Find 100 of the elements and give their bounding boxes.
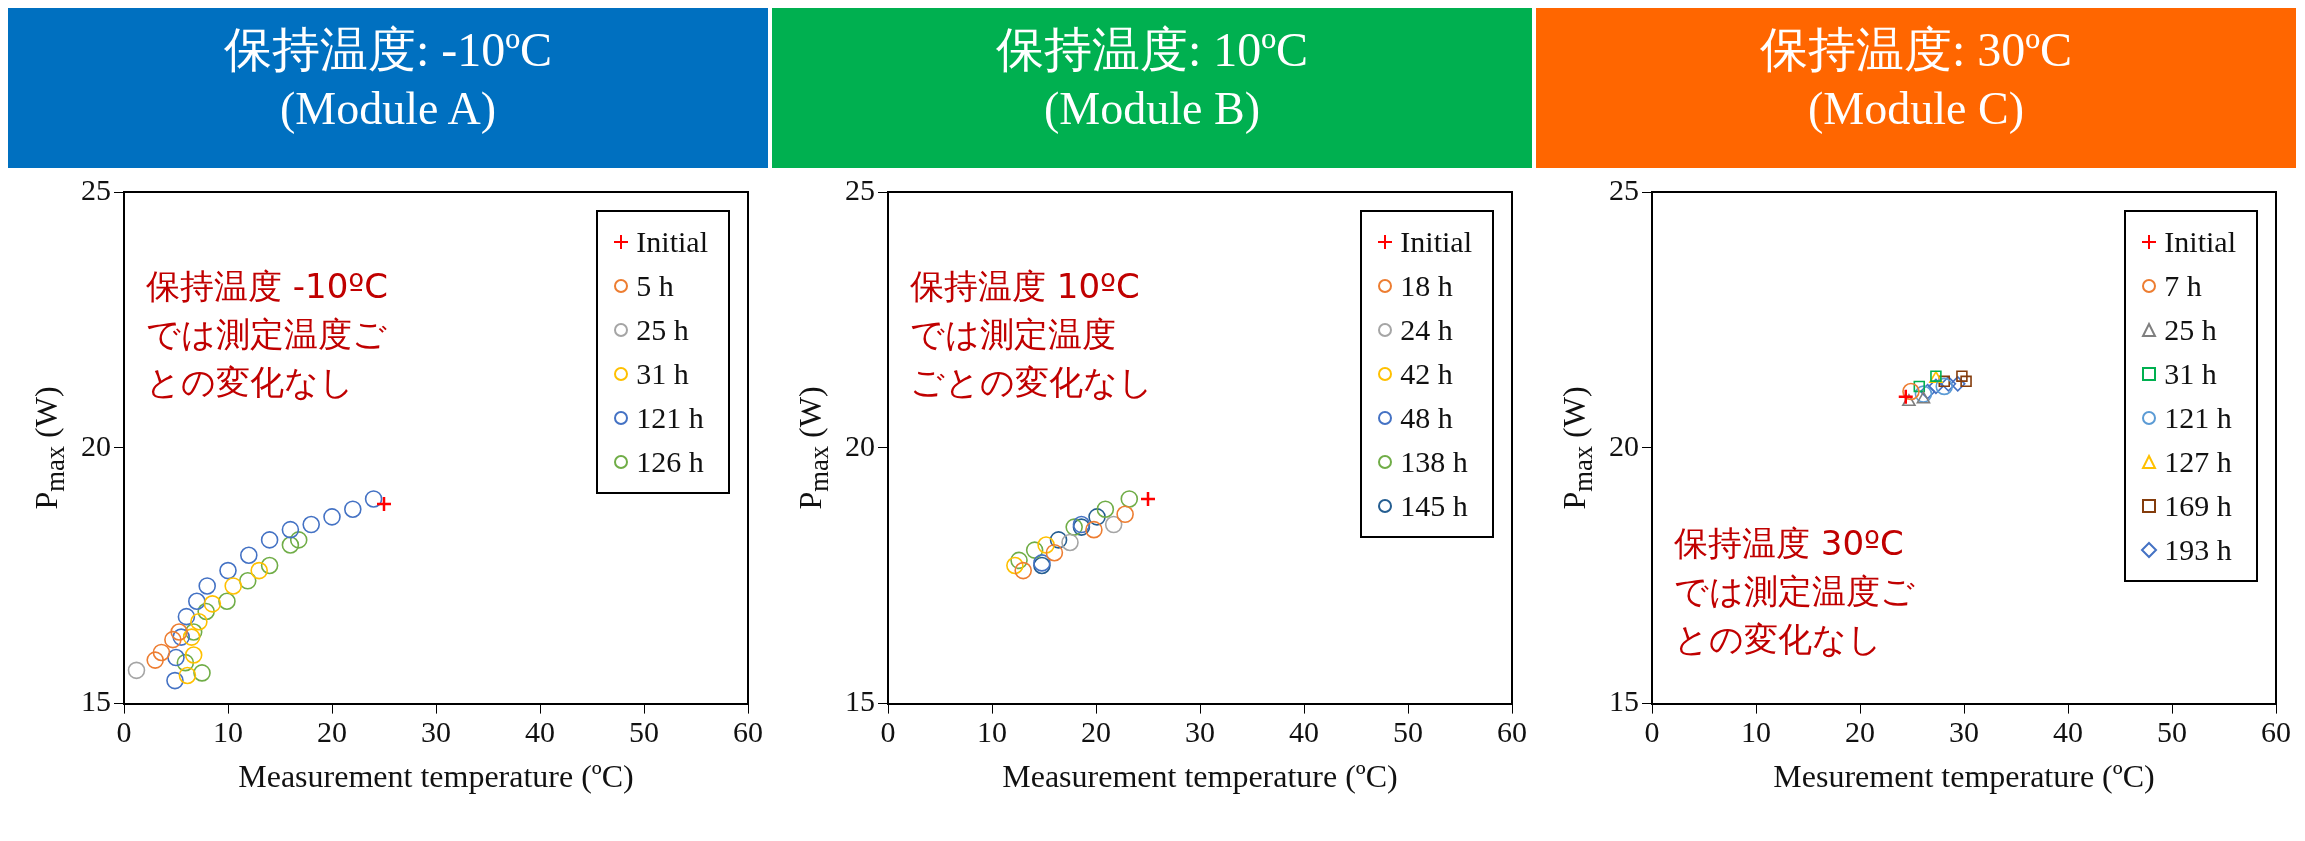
point <box>1065 518 1083 536</box>
chart-title: 保持温度: 30ºC <box>1758 22 2074 78</box>
point <box>289 531 308 549</box>
y-tick-label: 20 <box>845 428 875 462</box>
x-tick-label: 10 <box>977 715 1007 749</box>
x-axis-title: Measurement temperature (ºC) <box>1002 758 1398 795</box>
point <box>1045 543 1064 562</box>
y-tick-label: 25 <box>845 172 875 206</box>
y-tick-label: 25 <box>1609 172 1639 206</box>
legend-label: 169 h <box>2164 488 2232 524</box>
point <box>260 556 279 575</box>
point <box>1104 515 1123 534</box>
legend-label: 31 h <box>636 356 689 392</box>
point <box>1010 551 1028 570</box>
point <box>170 623 188 641</box>
x-tick-label: 50 <box>2157 715 2187 749</box>
x-tick-label: 0 <box>116 715 132 749</box>
y-tick-label: 15 <box>81 684 111 718</box>
x-tick-label: 60 <box>1497 715 1527 749</box>
point <box>127 661 146 680</box>
point <box>281 520 300 539</box>
point <box>1061 533 1079 552</box>
x-tick-label: 10 <box>213 715 243 749</box>
legend-label: 31 h <box>2164 356 2217 392</box>
x-tick-label: 30 <box>421 715 451 749</box>
point <box>1025 541 1044 559</box>
point <box>344 500 362 518</box>
point <box>240 546 258 565</box>
point <box>184 646 203 664</box>
point <box>146 651 164 669</box>
point <box>164 630 182 649</box>
x-tick-label: 60 <box>733 715 763 749</box>
x-tick-label: 20 <box>1845 715 1875 749</box>
legend-label: 121 h <box>636 400 704 436</box>
legend-label: Initial <box>636 224 708 260</box>
point <box>172 628 190 646</box>
x-tick-label: 20 <box>317 715 347 749</box>
x-tick-label: 20 <box>1081 715 1111 749</box>
legend-label: 24 h <box>1400 312 1453 348</box>
point <box>197 602 215 621</box>
x-tick-label: 0 <box>880 715 896 749</box>
legend-label: 127 h <box>2164 444 2232 480</box>
point <box>1120 490 1139 508</box>
annotation: 保持温度 -10ºCでは測定温度ごとの変化なし <box>146 265 389 402</box>
point <box>375 495 393 513</box>
x-tick-label: 30 <box>1949 715 1979 749</box>
point <box>178 666 197 685</box>
point <box>166 671 184 690</box>
point <box>260 531 279 549</box>
point <box>1139 490 1157 508</box>
legend-label: 145 h <box>1400 488 1468 524</box>
x-tick-label: 60 <box>2261 715 2291 749</box>
legend-label: 126 h <box>636 444 704 480</box>
legend-label: 7 h <box>2164 268 2202 304</box>
point <box>1049 531 1068 549</box>
y-tick-label: 15 <box>1609 684 1639 718</box>
point <box>167 648 185 667</box>
legend-label: 5 h <box>636 268 674 304</box>
legend-label: 42 h <box>1400 356 1453 392</box>
point <box>1014 561 1032 580</box>
point <box>1116 505 1134 524</box>
x-tick-label: 40 <box>525 715 555 749</box>
annotation: 保持温度 10ºCでは測定温度ごとの変化なし <box>910 265 1153 402</box>
point <box>1096 500 1115 518</box>
point <box>182 628 201 646</box>
point <box>177 607 196 626</box>
point <box>176 653 195 672</box>
legend-label: 138 h <box>1400 444 1468 480</box>
chart-subtitle: (Module A) <box>279 82 497 135</box>
legend-label: 25 h <box>2164 312 2217 348</box>
point <box>1085 520 1103 539</box>
x-tick-label: 30 <box>1185 715 1215 749</box>
point <box>152 643 171 662</box>
point <box>184 623 203 641</box>
point <box>188 592 206 611</box>
point <box>190 612 208 631</box>
legend-label: 18 h <box>1400 268 1453 304</box>
x-tick-label: 40 <box>2053 715 2083 749</box>
x-axis-title: Mesurement temperature (ºC) <box>1773 758 2155 795</box>
y-tick-label: 25 <box>81 172 111 206</box>
x-tick-label: 40 <box>1289 715 1319 749</box>
point <box>198 577 216 595</box>
legend-label: 48 h <box>1400 400 1453 436</box>
point <box>250 561 268 580</box>
chart-subtitle: (Module C) <box>1807 82 2025 135</box>
point <box>224 577 242 595</box>
point <box>218 592 236 611</box>
x-axis-title: Measurement temperature (ºC) <box>238 758 634 795</box>
point <box>203 595 222 613</box>
point <box>1006 556 1024 575</box>
point <box>302 515 320 534</box>
point <box>193 664 211 682</box>
x-tick-label: 50 <box>629 715 659 749</box>
y-tick-label: 20 <box>1609 428 1639 462</box>
y-tick-label: 15 <box>845 684 875 718</box>
x-tick-label: 50 <box>1393 715 1423 749</box>
point <box>219 561 237 580</box>
legend-label: Initial <box>1400 224 1472 260</box>
legend-label: 193 h <box>2164 532 2232 568</box>
point <box>1088 508 1106 526</box>
